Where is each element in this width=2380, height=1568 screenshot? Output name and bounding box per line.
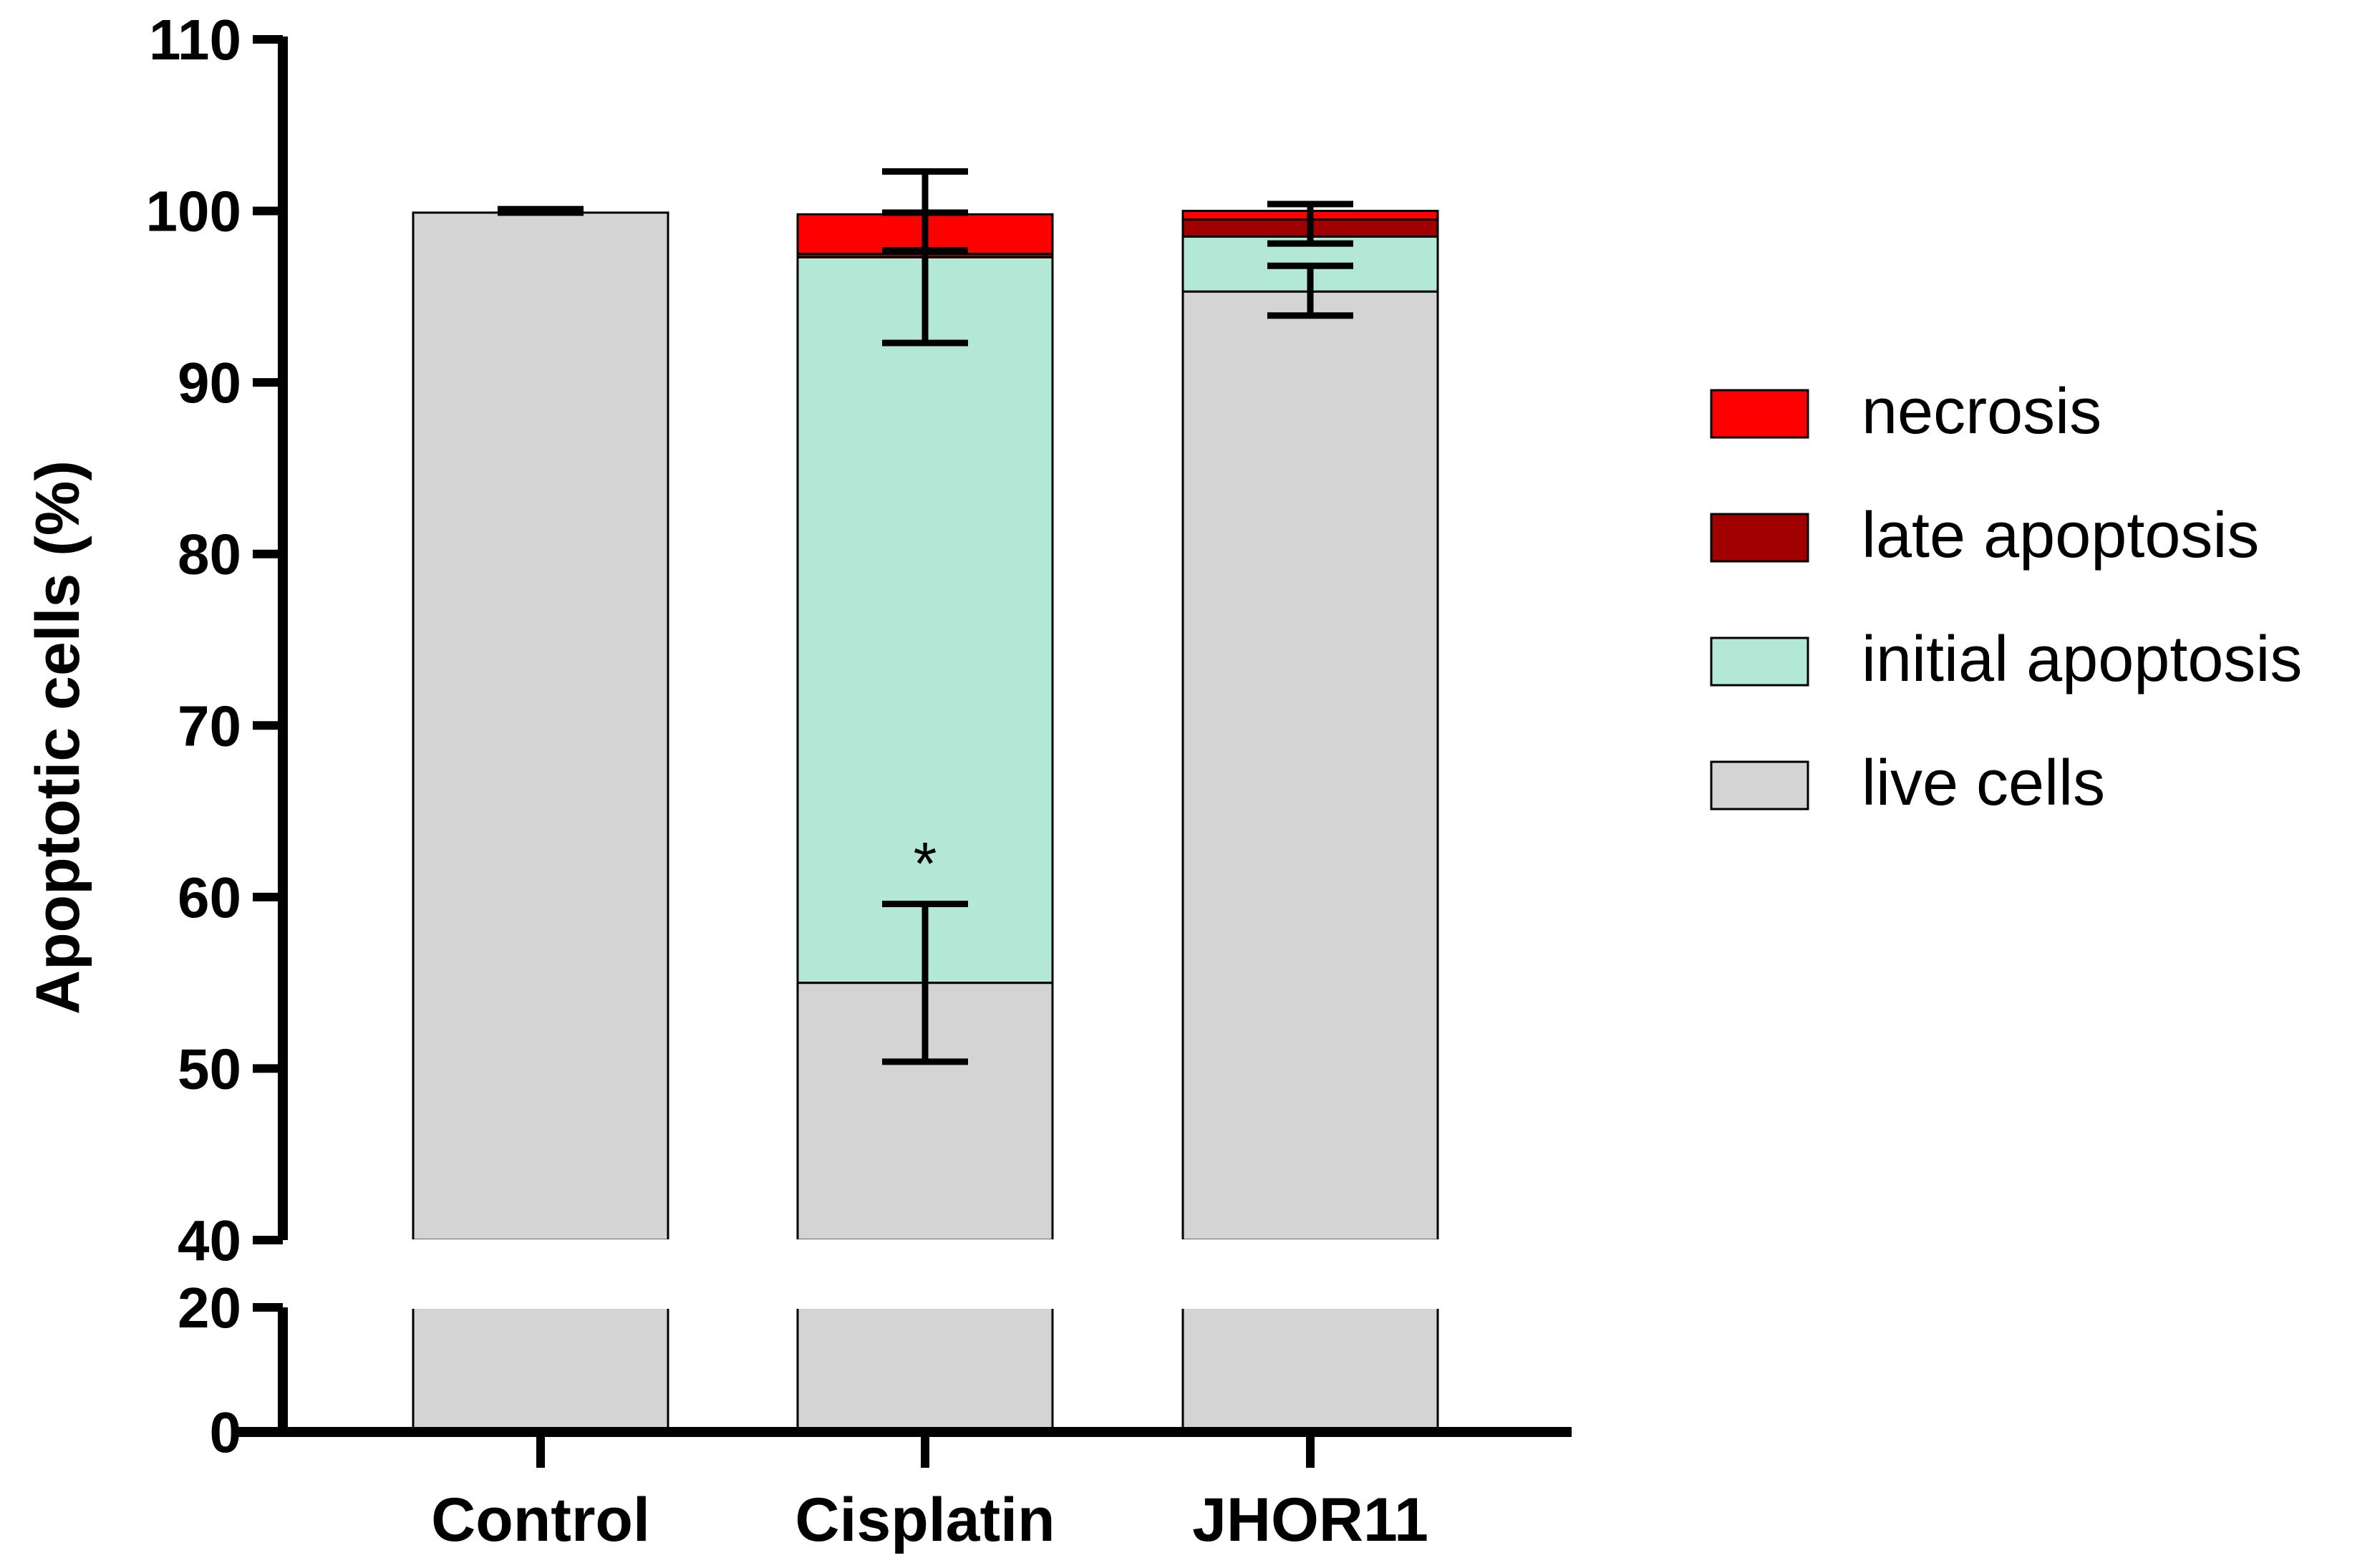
x-tick-label-control: Control bbox=[431, 1486, 650, 1554]
legend-swatch-initial-apoptosis bbox=[1710, 637, 1809, 687]
y-tick-label-20: 20 bbox=[178, 1276, 241, 1340]
y-axis-label: Apoptotic cells (%) bbox=[24, 460, 92, 1015]
axes-layer bbox=[238, 35, 1572, 1468]
legend-label-late-apoptosis: late apoptosis bbox=[1862, 500, 2259, 571]
legend-item-necrosis: necrosis bbox=[1710, 376, 2101, 447]
bar-cisplatin-live-cells-lower bbox=[796, 1306, 1054, 1433]
legend-swatch-live-cells bbox=[1710, 760, 1809, 810]
bar-control-live-cells bbox=[412, 211, 669, 1242]
legend-item-live-cells: live cells bbox=[1710, 747, 2105, 819]
y-tick-label-90: 90 bbox=[178, 351, 241, 415]
bar-break-mask-lower bbox=[1180, 1303, 1441, 1309]
significance-marker-cisplatin: * bbox=[914, 830, 937, 897]
legend-swatch-necrosis bbox=[1710, 389, 1809, 439]
error-bar-cisplatin-1 bbox=[882, 168, 968, 347]
labels-layer: Apoptotic cells (%) 40 50 60 70 80 90 100 110 0 2… bbox=[24, 8, 1428, 1554]
legend: necrosis late apoptosis initial apoptosis l… bbox=[1710, 376, 2302, 819]
legend-item-initial-apoptosis: initial apoptosis bbox=[1710, 624, 2302, 695]
x-tick-label-cisplatin: Cisplatin bbox=[795, 1486, 1055, 1554]
error-bars-layer bbox=[498, 168, 1353, 1065]
bar-break-mask-upper bbox=[410, 1239, 671, 1245]
x-tick-label-jhor11: JHOR11 bbox=[1192, 1486, 1428, 1554]
bar-cisplatin-initial-apoptosis bbox=[796, 256, 1054, 984]
error-bar-cisplatin-2 bbox=[882, 209, 968, 254]
bar-break-mask-upper bbox=[1180, 1239, 1441, 1245]
legend-label-initial-apoptosis: initial apoptosis bbox=[1862, 624, 2302, 695]
bar-break-mask-lower bbox=[410, 1303, 671, 1309]
bar-jhor11-live-cells bbox=[1181, 290, 1439, 1242]
y-tick-label-80: 80 bbox=[178, 523, 241, 586]
bar-control-live-cells-lower bbox=[412, 1306, 669, 1433]
bar-break-mask-upper bbox=[795, 1239, 1055, 1245]
legend-swatch-late-apoptosis bbox=[1710, 513, 1809, 563]
error-bar-jhor11-5 bbox=[1267, 262, 1353, 319]
legend-label-live-cells: live cells bbox=[1862, 747, 2105, 819]
y-tick-label-100: 100 bbox=[146, 180, 241, 243]
bar-break-mask-lower bbox=[795, 1303, 1055, 1309]
legend-label-necrosis: necrosis bbox=[1862, 376, 2101, 447]
bars-layer bbox=[410, 210, 1441, 1433]
legend-item-late-apoptosis: late apoptosis bbox=[1710, 500, 2259, 571]
y-tick-label-70: 70 bbox=[178, 694, 241, 758]
y-tick-label-40: 40 bbox=[178, 1209, 241, 1272]
y-tick-label-50: 50 bbox=[178, 1037, 241, 1100]
bar-jhor11-live-cells-lower bbox=[1181, 1306, 1439, 1433]
y-tick-label-60: 60 bbox=[178, 866, 241, 929]
error-bar-control-0 bbox=[498, 205, 584, 216]
error-bar-cisplatin-3 bbox=[882, 900, 968, 1065]
y-tick-label-0: 0 bbox=[210, 1400, 242, 1464]
error-bar-jhor11-4 bbox=[1267, 200, 1353, 247]
y-tick-label-110: 110 bbox=[149, 8, 241, 72]
